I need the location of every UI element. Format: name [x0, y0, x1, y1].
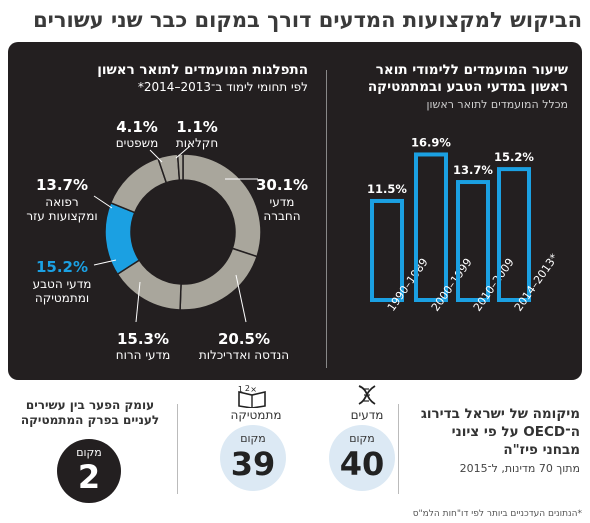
math-label: מתמטיקה: [230, 408, 282, 422]
ranking-heading-line2: ה־OECD על פי ציוני: [451, 424, 580, 440]
bottom-divider-right: [398, 404, 399, 494]
bar-value-label-3: 15.2%: [494, 150, 534, 164]
slice-pct-humanities: 15.3%: [116, 330, 170, 348]
gap-heading-line2: לעניים בפרק המתמטיקה: [20, 413, 160, 427]
leader-line-1: [235, 274, 247, 323]
ranking-heading-line3: מבחני פיז"ה: [503, 442, 580, 458]
svg-text:1: 1: [238, 385, 243, 394]
leader-line-6: [175, 145, 191, 159]
slice-pct-agriculture: 1.1%: [176, 118, 218, 136]
bar-chart-subheading: מכלל המועמדים לתואר ראשון: [426, 98, 568, 111]
ranking-heading-line1: מיקומה של ישראל בדירוג: [420, 406, 580, 422]
donut-slice-0: [182, 153, 262, 258]
bottom-divider-left: [177, 404, 178, 494]
svg-text:×: ×: [250, 385, 257, 394]
math-rank-number: 39: [230, 445, 276, 483]
slice-pct-medicine: 13.7%: [35, 176, 89, 194]
leader-line-3: [93, 259, 117, 266]
ranking-note: מתוך 70 מדינות, ל־2015: [459, 462, 580, 475]
slice-pct-engineering: 20.5%: [217, 330, 271, 348]
footnote: *הנתונים העדכניים ביותר לפי דו"חות הלמ"ס: [412, 509, 582, 519]
leader-line-5: [149, 149, 163, 163]
gap-rank-circle: מקום 2: [57, 439, 121, 503]
donut-chart-heading-line2: לפי תחומי לימוד ב־2013–2014*: [137, 80, 308, 94]
slice-label-natural-sciences: מדעי הטבע ומתמטיקה: [32, 277, 92, 305]
dna-icon: [355, 384, 379, 410]
leader-line-4: [93, 195, 113, 209]
bar-3: [497, 167, 531, 302]
slice-pct-law: 4.1%: [116, 118, 158, 136]
donut-slice-1: [179, 247, 258, 311]
donut-slice-6: [176, 153, 184, 181]
bar-value-label-0: 11.5%: [367, 182, 407, 196]
svg-text:2: 2: [245, 384, 250, 393]
gap-rank-word: מקום: [76, 446, 102, 459]
bar-2: [456, 180, 490, 302]
slice-label-engineering: הנדסה ואדריכלות: [198, 348, 290, 362]
slice-pct-social-sciences: 30.1%: [255, 176, 309, 194]
infographic-title: הביקוש למקצועות המדעים דורך במקום כבר שנ…: [33, 8, 582, 32]
bar-value-label-2: 13.7%: [453, 163, 493, 177]
bar-0: [370, 198, 404, 303]
donut-slice-3: [104, 201, 141, 276]
sciences-rank-word: מקום: [349, 432, 375, 445]
slice-pct-natural-sciences: 15.2%: [35, 258, 89, 276]
slice-label-humanities: מדעי הרוח: [115, 348, 171, 362]
panel-divider: [326, 70, 327, 368]
math-rank-circle: מקום 39: [220, 425, 286, 491]
gap-rank-number: 2: [77, 458, 101, 496]
math-book-icon: 1 2 ×: [237, 384, 267, 412]
math-rank-word: מקום: [240, 432, 266, 445]
bar-1: [414, 152, 448, 302]
bar-value-label-1: 16.9%: [411, 135, 451, 149]
donut-slice-4: [109, 157, 168, 214]
leader-line-2: [135, 281, 141, 323]
slice-label-law: משפטים: [115, 136, 159, 150]
sciences-rank-number: 40: [339, 445, 385, 483]
sciences-rank-circle: מקום 40: [329, 425, 395, 491]
gap-heading-line1: עומק הפער בין עשירים: [25, 398, 155, 412]
bar-chart-heading-line1: שיעור המועמדים ללימודי תואר: [375, 62, 568, 78]
donut-chart-heading-line1: התפלגות המועמדים לתואר ראשון: [97, 62, 308, 78]
bar-chart-heading-line2: ראשון במדעי הטבע ובמתמטיקה: [367, 79, 568, 95]
slice-label-agriculture: חקלאות: [175, 136, 219, 150]
slice-label-social-sciences: מדעי החברה: [263, 195, 301, 223]
sciences-label: מדעים: [350, 408, 384, 422]
slice-label-medicine: רפואה ומקצועות עזר: [26, 195, 98, 223]
